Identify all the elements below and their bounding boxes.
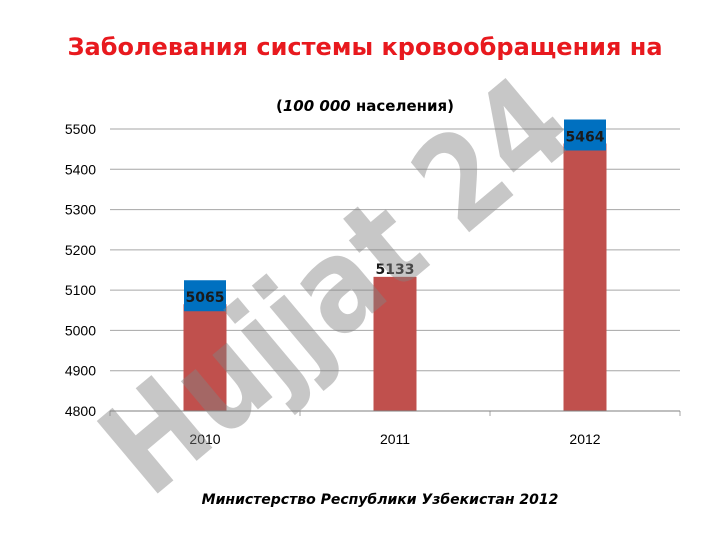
bar-2011 — [373, 276, 417, 411]
x-category-label: 2012 — [569, 431, 600, 447]
x-category-label: 2010 — [189, 431, 220, 447]
y-tick-label: 5200 — [65, 242, 96, 258]
data-label: 5133 — [376, 262, 415, 278]
x-category-label: 2011 — [380, 431, 410, 447]
chart-title: Заболевания системы кровообращения на — [67, 33, 663, 61]
y-tick-label: 4900 — [65, 363, 96, 379]
data-label-box — [564, 119, 606, 151]
data-label-box — [184, 280, 226, 312]
subtitle-rest: населения) — [350, 97, 454, 115]
data-label: 5464 — [566, 130, 605, 146]
y-tick-label: 4800 — [65, 403, 96, 419]
data-label: 5065 — [186, 290, 225, 306]
subtitle-emphasis: 100 000 — [282, 97, 351, 115]
y-tick-label: 5000 — [65, 322, 96, 338]
y-tick-label: 5100 — [65, 282, 96, 298]
y-tick-label: 5300 — [65, 202, 96, 218]
bar-2010 — [183, 304, 227, 411]
source-footer: Министерство Республики Узбекистан 2012 — [201, 492, 559, 508]
bar-2012 — [563, 143, 607, 411]
y-tick-label: 5400 — [65, 161, 96, 177]
chart-subtitle: (100 000 населения) — [200, 97, 530, 115]
y-tick-label: 5500 — [65, 121, 96, 137]
subtitle-paren-open: ( — [275, 97, 283, 115]
